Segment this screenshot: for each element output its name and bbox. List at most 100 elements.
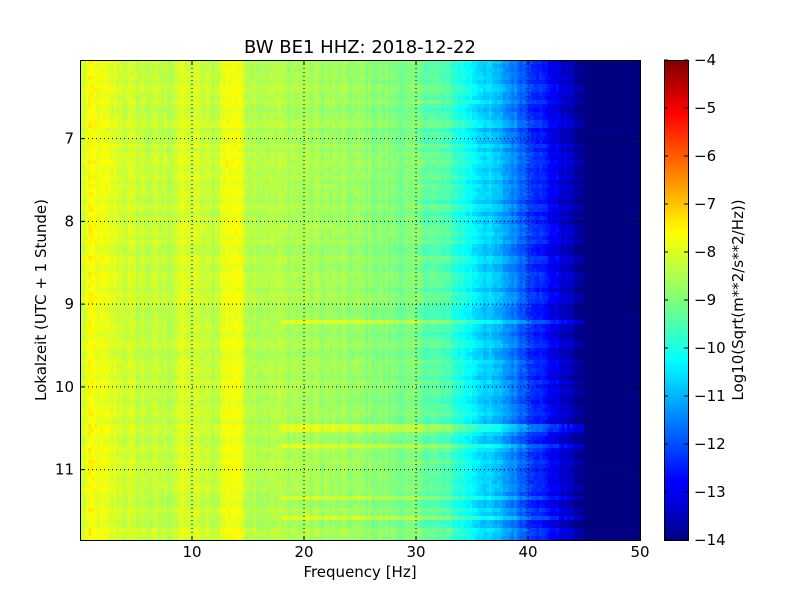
heatmap-cell	[634, 100, 637, 104]
heatmap-cell	[424, 100, 427, 104]
heatmap-cell	[226, 96, 229, 100]
heatmap-cell	[536, 80, 539, 84]
heatmap-cell	[514, 148, 517, 152]
heatmap-cell	[514, 116, 517, 120]
heatmap-cell	[573, 116, 576, 120]
heatmap-cell	[396, 120, 399, 124]
heatmap-cell	[374, 80, 377, 84]
heatmap-cell	[251, 124, 254, 128]
heatmap-cell	[254, 120, 257, 124]
heatmap-cell	[164, 84, 167, 88]
heatmap-cell	[161, 64, 164, 68]
heatmap-cell	[226, 152, 229, 156]
heatmap-cell	[128, 68, 131, 72]
heatmap-cell	[598, 144, 601, 148]
heatmap-cell	[368, 76, 371, 80]
heatmap-cell	[556, 88, 559, 92]
heatmap-cell	[447, 108, 450, 112]
heatmap-cell	[427, 64, 430, 68]
heatmap-cell	[368, 92, 371, 96]
heatmap-cell	[503, 128, 506, 132]
heatmap-cell	[282, 104, 285, 108]
heatmap-cell	[343, 140, 346, 144]
heatmap-cell	[175, 92, 178, 96]
heatmap-cell	[226, 100, 229, 104]
heatmap-cell	[587, 88, 590, 92]
heatmap-cell	[86, 156, 89, 160]
heatmap-cell	[478, 128, 481, 132]
heatmap-cell	[486, 120, 489, 124]
heatmap-cell	[371, 156, 374, 160]
heatmap-cell	[517, 108, 520, 112]
heatmap-cell	[214, 124, 217, 128]
heatmap-cell	[352, 152, 355, 156]
heatmap-cell	[88, 92, 91, 96]
heatmap-cell	[170, 120, 173, 124]
heatmap-cell	[368, 100, 371, 104]
heatmap-cell	[517, 116, 520, 120]
heatmap-cell	[366, 76, 369, 80]
heatmap-cell	[86, 120, 89, 124]
heatmap-cell	[399, 88, 402, 92]
heatmap-cell	[483, 84, 486, 88]
heatmap-cell	[455, 148, 458, 152]
heatmap-cell	[116, 144, 119, 148]
heatmap-cell	[220, 64, 223, 68]
heatmap-cell	[405, 136, 408, 140]
heatmap-cell	[531, 148, 534, 152]
heatmap-cell	[184, 116, 187, 120]
heatmap-cell	[489, 64, 492, 68]
heatmap-cell	[144, 88, 147, 92]
heatmap-cell	[114, 104, 117, 108]
heatmap-cell	[200, 84, 203, 88]
heatmap-cell	[615, 104, 618, 108]
heatmap-cell	[228, 104, 231, 108]
heatmap-cell	[349, 100, 352, 104]
heatmap-cell	[147, 116, 150, 120]
heatmap-cell	[170, 148, 173, 152]
heatmap-cell	[220, 144, 223, 148]
heatmap-cell	[410, 76, 413, 80]
heatmap-cell	[332, 128, 335, 132]
heatmap-cell	[133, 88, 136, 92]
heatmap-cell	[534, 100, 537, 104]
heatmap-cell	[480, 116, 483, 120]
heatmap-cell	[592, 64, 595, 68]
heatmap-cell	[550, 108, 553, 112]
heatmap-cell	[167, 148, 170, 152]
heatmap-cell	[312, 140, 315, 144]
heatmap-cell	[539, 152, 542, 156]
heatmap-cell	[88, 112, 91, 116]
heatmap-cell	[545, 128, 548, 132]
heatmap-cell	[536, 144, 539, 148]
heatmap-cell	[343, 80, 346, 84]
heatmap-cell	[592, 112, 595, 116]
heatmap-cell	[217, 128, 220, 132]
heatmap-cell	[500, 96, 503, 100]
heatmap-cell	[329, 96, 332, 100]
heatmap-cell	[172, 92, 175, 96]
heatmap-cell	[296, 64, 299, 68]
heatmap-cell	[548, 84, 551, 88]
heatmap-cell	[410, 144, 413, 148]
heatmap-cell	[410, 152, 413, 156]
heatmap-cell	[539, 124, 542, 128]
heatmap-cell	[114, 92, 117, 96]
heatmap-cell	[338, 68, 341, 72]
heatmap-cell	[634, 128, 637, 132]
heatmap-cell	[410, 68, 413, 72]
heatmap-cell	[441, 88, 444, 92]
heatmap-cell	[284, 96, 287, 100]
heatmap-cell	[374, 108, 377, 112]
heatmap-cell	[114, 64, 117, 68]
heatmap-cell	[590, 156, 593, 160]
heatmap-cell	[506, 144, 509, 148]
heatmap-cell	[447, 152, 450, 156]
heatmap-cell	[492, 68, 495, 72]
heatmap-cell	[598, 128, 601, 132]
heatmap-cell	[450, 124, 453, 128]
heatmap-cell	[195, 76, 198, 80]
heatmap-cell	[312, 124, 315, 128]
heatmap-cell	[94, 72, 97, 76]
heatmap-cell	[542, 72, 545, 76]
